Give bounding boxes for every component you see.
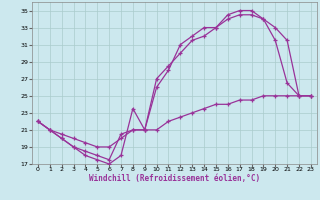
X-axis label: Windchill (Refroidissement éolien,°C): Windchill (Refroidissement éolien,°C) <box>89 174 260 183</box>
